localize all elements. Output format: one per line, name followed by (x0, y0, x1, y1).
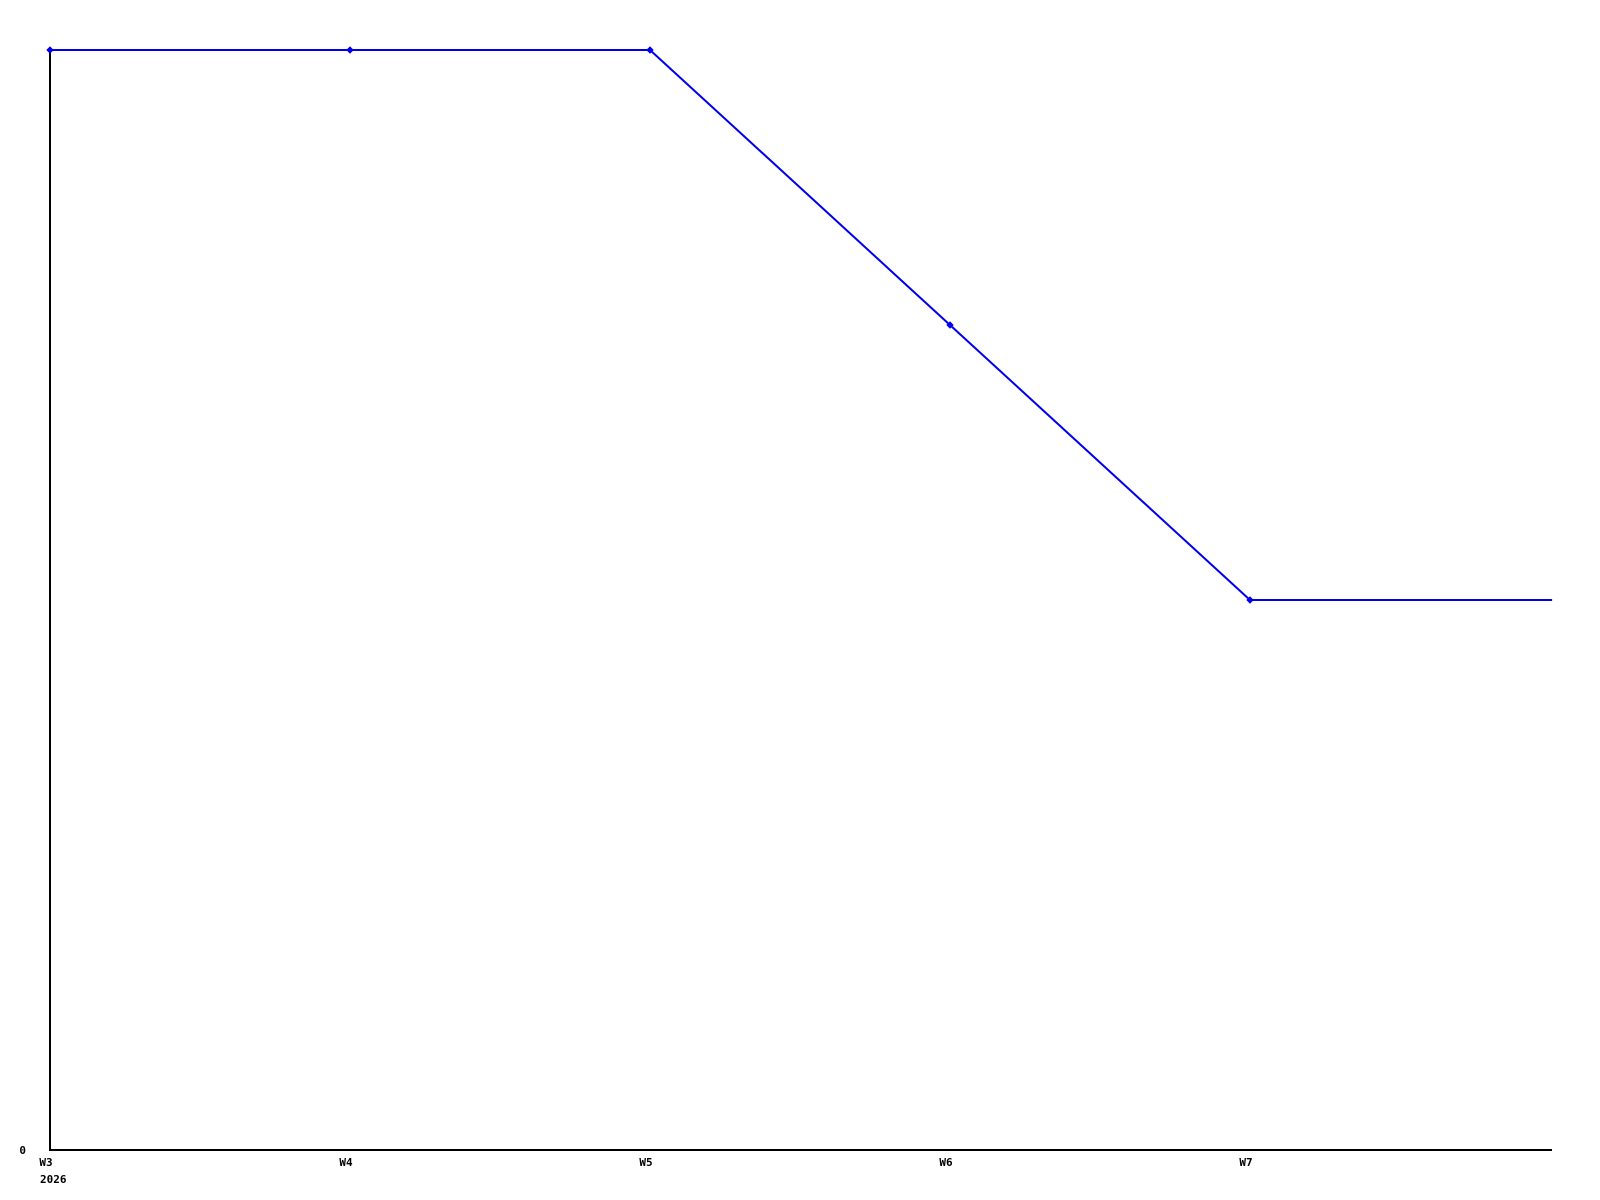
x-tick-label-w4: W4 (339, 1156, 353, 1169)
x-tick-label-w6: W6 (939, 1156, 953, 1169)
data-point-marker (646, 46, 654, 54)
data-point-marker (946, 321, 954, 329)
axes-lines (49, 49, 1552, 1151)
data-point-marker (346, 46, 354, 54)
axis-labels: 0 W3 W4 W5 W6 W7 2026 (19, 1144, 1252, 1186)
x-axis-year-label: 2026 (40, 1173, 67, 1186)
x-tick-label-w5: W5 (639, 1156, 652, 1169)
data-point-marker (1246, 596, 1254, 604)
x-tick-label-w7: W7 (1239, 1156, 1252, 1169)
data-point-markers (46, 46, 1254, 604)
y-tick-label-zero: 0 (19, 1144, 26, 1157)
data-point-marker (46, 46, 54, 54)
x-tick-label-w3: W3 (39, 1156, 52, 1169)
data-series-line (50, 49, 1553, 601)
